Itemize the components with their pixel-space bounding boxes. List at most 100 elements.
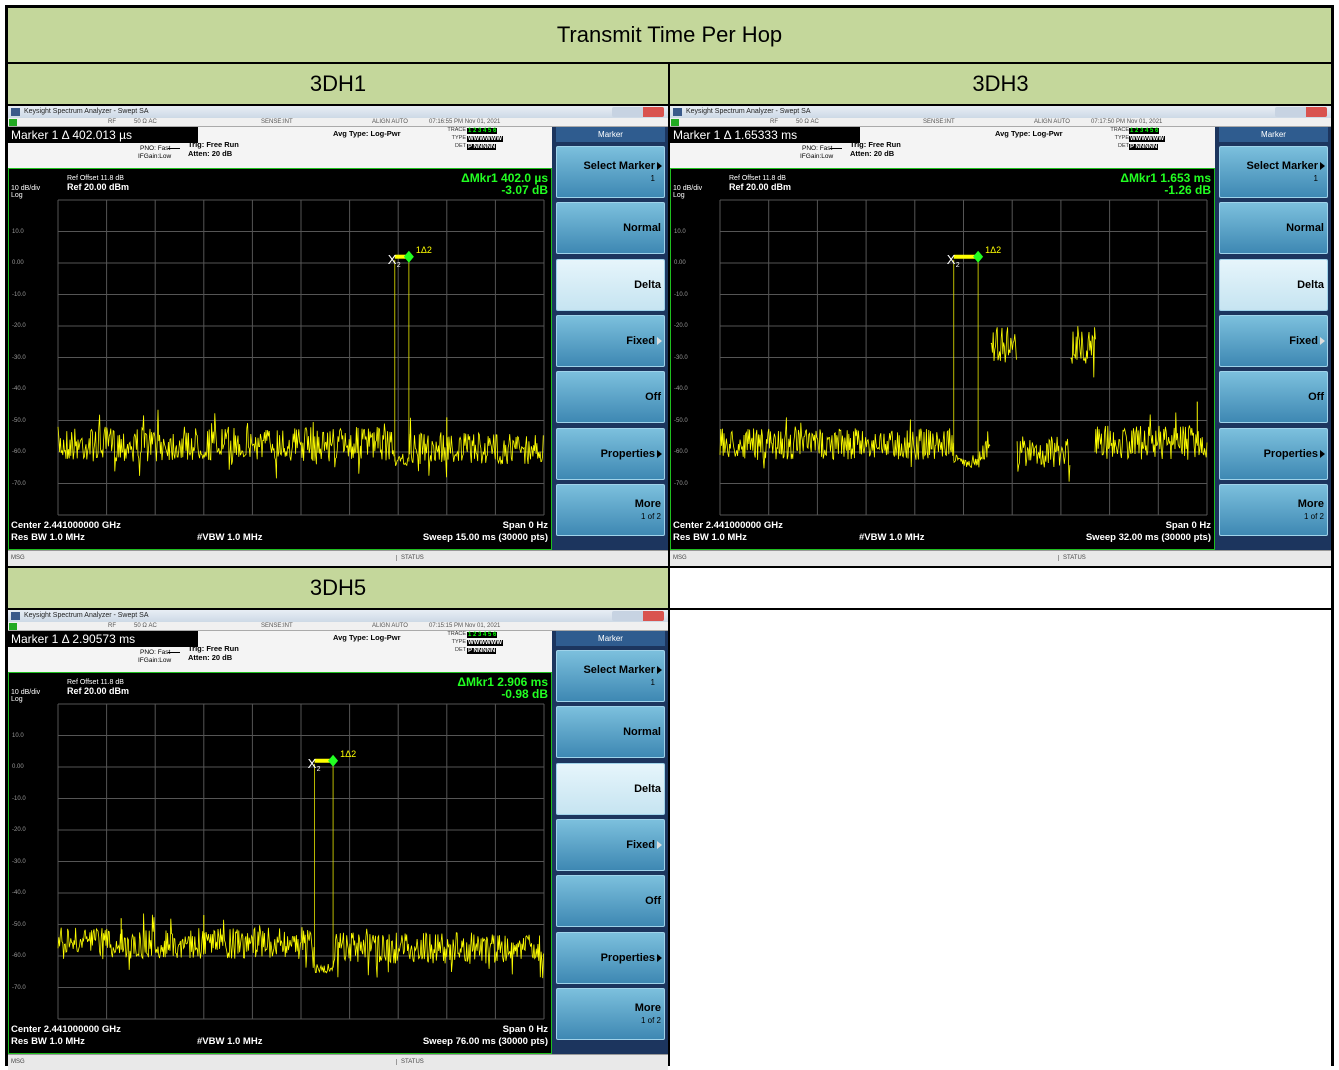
sweep: Sweep 76.00 ms (30000 pts) (423, 1037, 548, 1047)
softkey: Select Marker1 (1219, 146, 1328, 198)
softkey-panel: MarkerSelect Marker1NormalDeltaFixedOffP… (552, 127, 668, 550)
softkey-sub: 1 of 2 (641, 513, 661, 521)
softkey: Normal (556, 706, 665, 758)
softkey-arrow (657, 841, 662, 849)
softkey-label: Normal (623, 727, 661, 738)
y-label: 10.0 (12, 733, 24, 739)
status-text: SENSE:INT (261, 119, 293, 125)
message-bar: MSGSTATUS (8, 550, 668, 566)
marker-delta-label: 1Δ2 (340, 750, 356, 759)
status-text: 50 Ω AC (134, 623, 157, 629)
status-text: RF (108, 119, 116, 125)
softkey-sub: 1 (1314, 175, 1318, 183)
softkey-label: Delta (1297, 280, 1324, 291)
marker-diamond (973, 251, 983, 263)
marker-readout: Marker 1 Δ 402.013 µs (11, 129, 132, 141)
y-label: -20.0 (12, 827, 26, 833)
status: STATUS (1058, 555, 1086, 561)
trace-row-value: WWWWWW (467, 640, 503, 646)
trace-row-label: DET (455, 144, 466, 150)
msg: MSG (673, 555, 687, 561)
trig: Trig: Free Run (188, 141, 239, 149)
marker-readout-box: Marker 1 Δ 1.65333 ms (670, 127, 860, 143)
avg-type: Avg Type: Log-Pwr (333, 130, 401, 138)
trace-noise (720, 417, 954, 468)
trace-noise (954, 455, 978, 467)
trace-row-label: TRACE (1110, 128, 1129, 134)
window-title: Keysight Spectrum Analyzer - Swept SA (24, 612, 149, 619)
trace-noise (1071, 326, 1096, 377)
ifgain: IFGain:Low (800, 154, 833, 161)
marker-x-label: X (308, 757, 317, 770)
trace-display (8, 168, 550, 548)
trace-noise (1017, 437, 1070, 482)
trace-row-value: P NNNNN (1129, 144, 1158, 150)
status-text: RF (108, 623, 116, 629)
trace-display (8, 672, 550, 1052)
softkey-header: Marker (1219, 127, 1328, 142)
pno-arrow (168, 148, 180, 149)
softkey: Off (556, 875, 665, 927)
status-text: SENSE:INT (923, 119, 955, 125)
softkey-label: Delta (634, 280, 661, 291)
marker-x-sub: 2 (317, 766, 321, 773)
softkey: Properties (556, 428, 665, 480)
trace-row-value: WWWWWW (1129, 136, 1165, 142)
pno: PNO: Fast (802, 146, 832, 153)
pno-arrow (830, 148, 842, 149)
trace-noise (978, 431, 990, 467)
vbw: #VBW 1.0 MHz (859, 533, 924, 543)
avg-type: Avg Type: Log-Pwr (995, 130, 1063, 138)
softkey: Properties (556, 932, 665, 984)
trace-row-label: DET (455, 648, 466, 654)
softkey: Properties (1219, 428, 1328, 480)
softkey: More 1 of 2 (556, 484, 665, 536)
pno-arrow (168, 652, 180, 653)
y-label: -50.0 (12, 922, 26, 928)
marker-x-sub: 2 (956, 262, 960, 269)
softkey-arrow (657, 954, 662, 962)
y-label: -60.0 (674, 449, 688, 455)
window-title: Keysight Spectrum Analyzer - Swept SA (686, 108, 811, 115)
softkey-arrow (657, 450, 662, 458)
softkey-label: Properties (601, 953, 655, 964)
softkey-arrow (657, 666, 662, 674)
trace-noise (315, 964, 333, 973)
trace-row-label: TYPE (452, 136, 466, 142)
y-label: -40.0 (674, 386, 688, 392)
y-label: -10.0 (674, 292, 688, 298)
softkey-sub: 1 (651, 679, 655, 687)
softkey-label: Properties (1264, 449, 1318, 460)
y-label: -20.0 (12, 323, 26, 329)
trace-row-value: 1 2 3 4 5 6 (1129, 128, 1159, 134)
softkey-label: Off (645, 896, 661, 907)
softkey-arrow (1320, 162, 1325, 170)
res-bw: Res BW 1.0 MHz (11, 533, 85, 543)
empty-cell (670, 568, 1331, 608)
span: Span 0 Hz (503, 521, 548, 531)
status-text: RF (770, 119, 778, 125)
marker-readout: Marker 1 Δ 1.65333 ms (673, 129, 797, 141)
marker-x-sub: 2 (397, 262, 401, 269)
y-label: -30.0 (674, 355, 688, 361)
softkey: Fixed (556, 315, 665, 367)
marker-delta-label: 1Δ2 (416, 246, 432, 255)
status-text: 07:17:50 PM Nov 01, 2021 (1091, 119, 1162, 125)
marker-x-label: X (388, 253, 397, 266)
softkey-label: More (635, 499, 661, 510)
status: STATUS (396, 1059, 424, 1065)
trace-row-value: 1 2 3 4 5 6 (467, 128, 497, 134)
window-buttons (1275, 107, 1327, 117)
softkey-arrow (1320, 337, 1325, 345)
status-text: ALIGN AUTO (372, 623, 408, 629)
softkey-sub: 1 (651, 175, 655, 183)
softkey-label: Properties (601, 449, 655, 460)
y-label: -70.0 (12, 985, 26, 991)
cell-label: 3DH3 (670, 64, 1331, 104)
atten: Atten: 20 dB (188, 654, 232, 662)
info-area: Marker 1 Δ 2.90573 msPNO: FastIFGain:Low… (8, 631, 552, 672)
